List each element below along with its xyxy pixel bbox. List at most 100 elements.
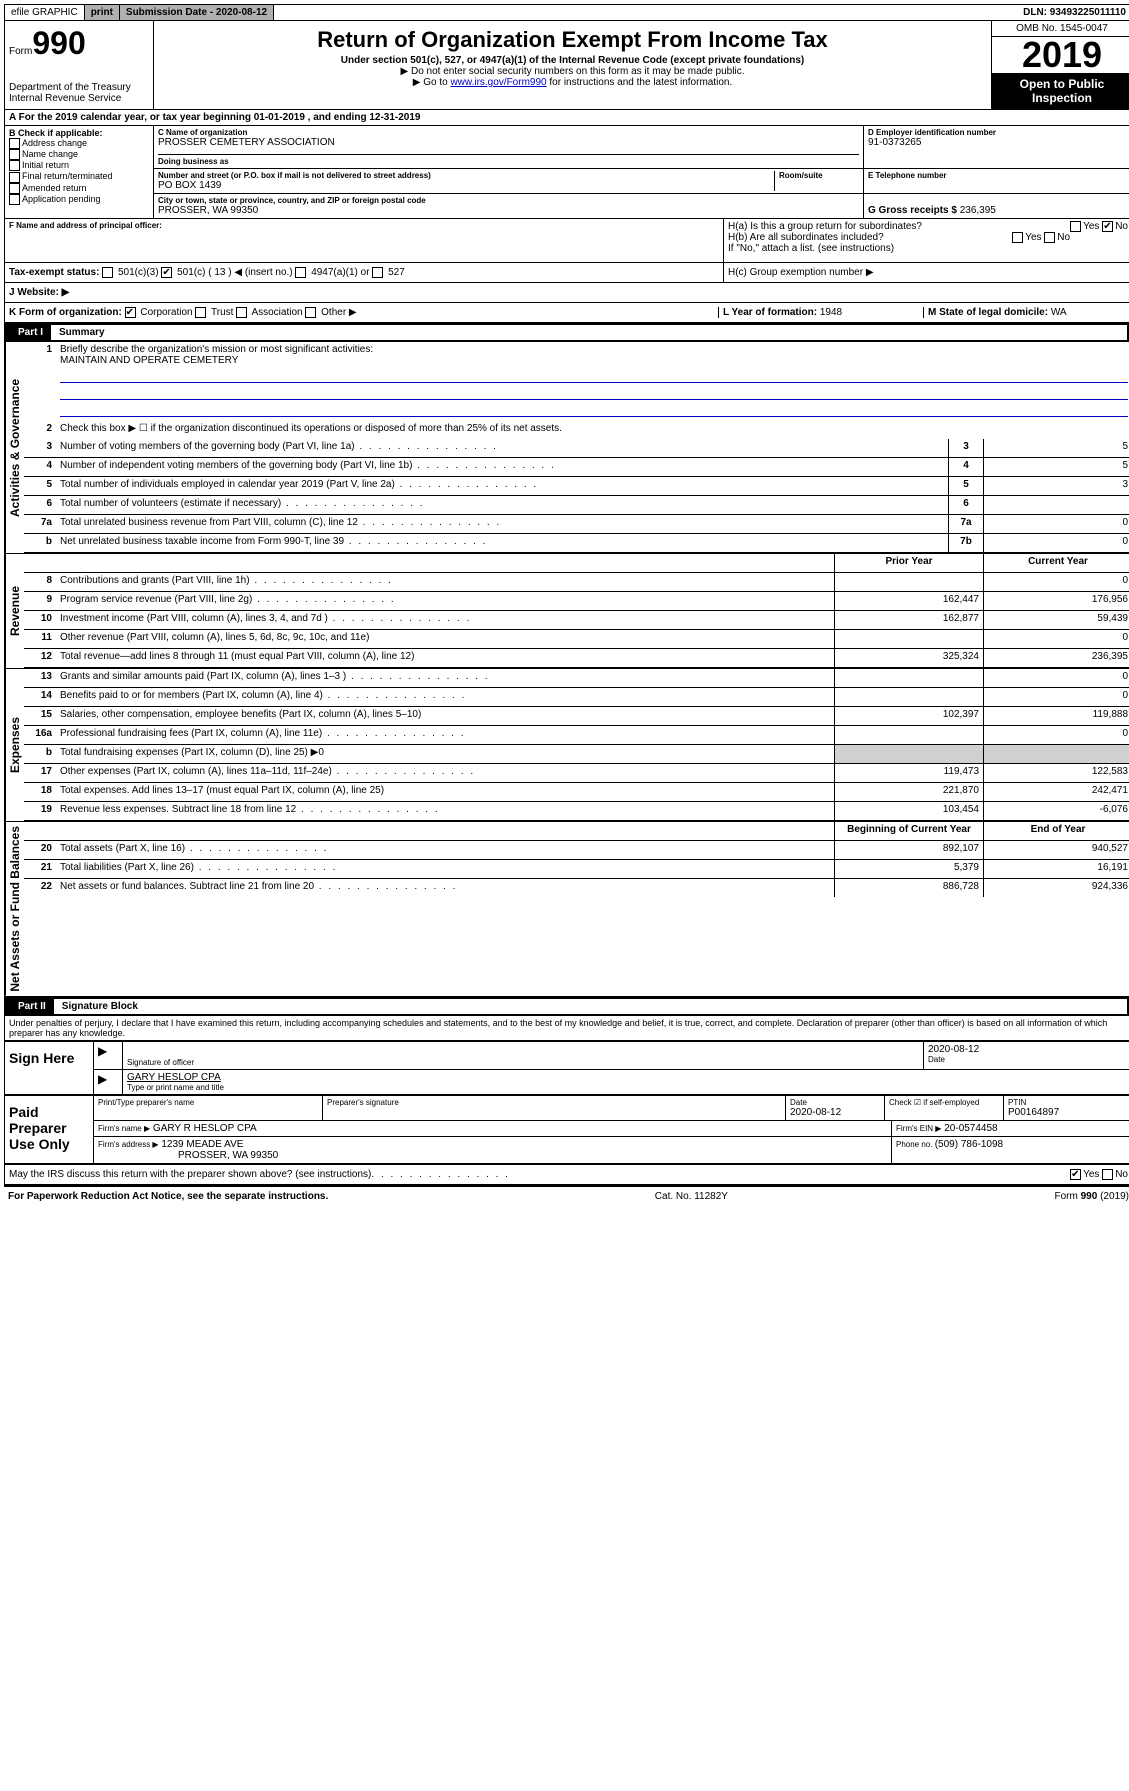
open-public-badge: Open to Public Inspection [992, 73, 1129, 109]
line3-text: Number of voting members of the governin… [56, 439, 948, 457]
irs-link[interactable]: www.irs.gov/Form990 [450, 77, 546, 88]
officer-name: GARY HESLOP CPA [127, 1072, 1128, 1083]
line5-text: Total number of individuals employed in … [56, 477, 948, 495]
line7a-val: 0 [983, 515, 1129, 533]
ptin-value: P00164897 [1008, 1107, 1128, 1118]
line4-val: 5 [983, 458, 1129, 476]
checkbox-address-change[interactable] [9, 138, 20, 149]
cb-trust[interactable] [195, 307, 206, 318]
city-value: PROSSER, WA 99350 [158, 205, 859, 216]
hb-question: H(b) Are all subordinates included? Yes … [728, 232, 1128, 243]
firm-phone: (509) 786-1098 [935, 1139, 1003, 1150]
tax-exempt-row: Tax-exempt status: 501(c)(3) 501(c) ( 13… [5, 263, 724, 282]
dln-label: DLN: 93493225011110 [1017, 5, 1129, 20]
dept-label: Department of the Treasury [9, 82, 149, 93]
hc-row: H(c) Group exemption number ▶ [724, 263, 1129, 282]
cb-527[interactable] [372, 267, 383, 278]
checkbox-pending[interactable] [9, 194, 20, 205]
print-button[interactable]: print [85, 5, 120, 20]
form-title: Return of Organization Exempt From Incom… [158, 27, 987, 53]
box-b-checkboxes: B Check if applicable: Address change Na… [5, 126, 154, 218]
officer-label: F Name and address of principal officer: [9, 221, 719, 230]
current-year-header: Current Year [983, 554, 1129, 572]
line5-val: 3 [983, 477, 1129, 495]
line2-text: Check this box ▶ ☐ if the organization d… [56, 421, 1129, 439]
irs-label: Internal Revenue Service [9, 93, 149, 104]
hb-note: If "No," attach a list. (see instruction… [728, 243, 1128, 254]
state-domicile: M State of legal domicile: WA [923, 307, 1128, 318]
submission-date-button[interactable]: Submission Date - 2020-08-12 [120, 5, 274, 20]
type-name-label: Type or print name and title [127, 1083, 1128, 1092]
firm-ein: 20-0574458 [944, 1123, 997, 1134]
section-netassets: Net Assets or Fund Balances [5, 822, 24, 996]
cb-4947[interactable] [295, 267, 306, 278]
cb-501c3[interactable] [102, 267, 113, 278]
line6-val [983, 496, 1129, 514]
discuss-yes[interactable] [1070, 1169, 1081, 1180]
discuss-no[interactable] [1102, 1169, 1113, 1180]
website-row: J Website: ▶ [5, 283, 1129, 302]
hb-yes[interactable] [1012, 232, 1023, 243]
org-name: PROSSER CEMETERY ASSOCIATION [158, 137, 859, 148]
firm-city: PROSSER, WA 99350 [178, 1150, 278, 1161]
form-header: Form990 Department of the Treasury Inter… [4, 21, 1129, 110]
cb-assoc[interactable] [236, 307, 247, 318]
city-label: City or town, state or province, country… [158, 196, 859, 205]
cb-corp[interactable] [125, 307, 136, 318]
arrow-icon: ▶ [98, 1044, 107, 1058]
form-number: Form990 [9, 25, 149, 62]
sig-date: 2020-08-12 [928, 1044, 1128, 1055]
note-link: ▶ Go to www.irs.gov/Form990 for instruct… [158, 77, 987, 88]
section-activities: Activities & Governance [5, 342, 24, 553]
cb-501c[interactable] [161, 267, 172, 278]
discuss-row: May the IRS discuss this return with the… [5, 1165, 1129, 1184]
org-name-label: C Name of organization [158, 128, 859, 137]
ha-no[interactable] [1102, 221, 1113, 232]
part1-header: Part I Summary [4, 323, 1129, 342]
tax-period: A For the 2019 calendar year, or tax yea… [5, 110, 1129, 126]
form-footer: Form 990 (2019) [1055, 1191, 1129, 1202]
checkbox-final-return[interactable] [9, 172, 20, 183]
checkbox-initial-return[interactable] [9, 160, 20, 171]
ha-yes[interactable] [1070, 221, 1081, 232]
arrow-icon: ▶ [98, 1072, 107, 1086]
section-revenue: Revenue [5, 554, 24, 668]
paid-preparer-label: Paid Preparer Use Only [5, 1096, 94, 1163]
line4-text: Number of independent voting members of … [56, 458, 948, 476]
checkbox-name-change[interactable] [9, 149, 20, 160]
room-label: Room/suite [779, 171, 859, 180]
ein-value: 91-0373265 [868, 137, 1128, 148]
top-bar: efile GRAPHIC print Submission Date - 20… [4, 4, 1129, 21]
addr-value: PO BOX 1439 [158, 180, 774, 191]
line7a-text: Total unrelated business revenue from Pa… [56, 515, 948, 533]
year-formation: L Year of formation: 1948 [718, 307, 923, 318]
form-subtitle: Under section 501(c), 527, or 4947(a)(1)… [158, 55, 987, 66]
line6-text: Total number of volunteers (estimate if … [56, 496, 948, 514]
prior-year-header: Prior Year [834, 554, 983, 572]
self-employed-check: Check ☑ if self-employed [889, 1098, 999, 1107]
form-of-org: K Form of organization: Corporation Trus… [9, 307, 718, 318]
tax-year: 2019 [992, 37, 1129, 73]
begin-year-header: Beginning of Current Year [834, 822, 983, 840]
addr-label: Number and street (or P.O. box if mail i… [158, 171, 774, 180]
footer: For Paperwork Reduction Act Notice, see … [4, 1187, 1129, 1206]
firm-name: GARY R HESLOP CPA [153, 1123, 257, 1134]
cb-other[interactable] [305, 307, 316, 318]
note-ssn: ▶ Do not enter social security numbers o… [158, 66, 987, 77]
efile-label: efile GRAPHIC [5, 5, 85, 20]
phone-label: E Telephone number [868, 171, 1128, 180]
checkbox-amended[interactable] [9, 183, 20, 194]
ha-question: H(a) Is this a group return for subordin… [728, 221, 1128, 232]
sig-officer-label: Signature of officer [127, 1058, 919, 1067]
section-expenses: Expenses [5, 669, 24, 821]
ein-label: D Employer identification number [868, 128, 1128, 137]
line7b-text: Net unrelated business taxable income fr… [56, 534, 948, 552]
firm-addr: 1239 MEADE AVE [161, 1139, 243, 1150]
dba-label: Doing business as [158, 154, 859, 166]
sign-here-label: Sign Here [5, 1042, 94, 1094]
line1-text: Briefly describe the organization's miss… [56, 342, 1129, 421]
hb-no[interactable] [1044, 232, 1055, 243]
line7b-val: 0 [983, 534, 1129, 552]
end-year-header: End of Year [983, 822, 1129, 840]
declaration-text: Under penalties of perjury, I declare th… [5, 1016, 1129, 1040]
